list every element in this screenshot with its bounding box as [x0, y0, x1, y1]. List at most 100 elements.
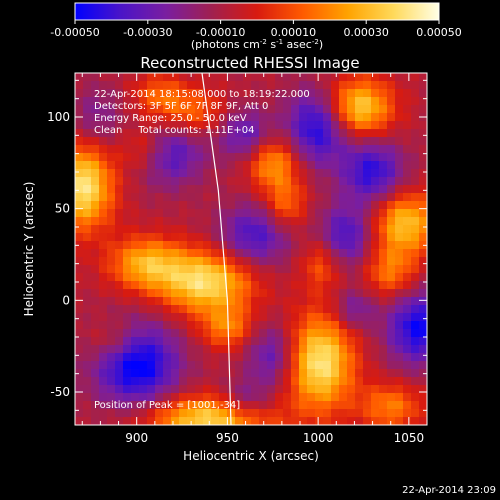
heatmap-cell — [355, 113, 364, 122]
heatmap-cell — [155, 201, 164, 210]
heatmap-cell — [339, 377, 348, 386]
heatmap-cell — [219, 161, 228, 170]
heatmap-cell — [283, 337, 292, 346]
heatmap-cell — [291, 345, 300, 354]
heatmap-cell — [339, 321, 348, 330]
heatmap-cell — [259, 361, 268, 370]
heatmap-cell — [115, 201, 124, 210]
heatmap-cell — [227, 409, 236, 418]
heatmap-cell — [339, 289, 348, 298]
heatmap-cell — [315, 177, 324, 186]
heatmap-cell — [107, 393, 116, 402]
heatmap-cell — [187, 105, 196, 114]
heatmap-cell — [155, 129, 164, 138]
heatmap-cell — [163, 393, 172, 402]
heatmap-cell — [171, 129, 180, 138]
heatmap-cell — [203, 217, 212, 226]
heatmap-cell — [419, 377, 427, 386]
heatmap-cell — [139, 249, 148, 258]
heatmap-cell — [195, 145, 204, 154]
heatmap-cell — [99, 393, 108, 402]
heatmap-cell — [195, 321, 204, 330]
heatmap-cell — [403, 153, 412, 162]
heatmap-cell — [283, 177, 292, 186]
heatmap-cell — [123, 121, 132, 130]
heatmap-cell — [131, 361, 140, 370]
heatmap-cell — [83, 249, 92, 258]
heatmap-cell — [251, 417, 260, 425]
heatmap-cell — [379, 377, 388, 386]
heatmap-cell — [339, 361, 348, 370]
heatmap-cell — [283, 241, 292, 250]
colorbar-tick-label: -0.00050 — [50, 26, 99, 39]
heatmap-cell — [203, 385, 212, 394]
heatmap-cell — [267, 153, 276, 162]
heatmap-cell — [291, 89, 300, 98]
heatmap-cell — [323, 377, 332, 386]
heatmap-cell — [267, 241, 276, 250]
heatmap-cell — [227, 265, 236, 274]
heatmap-cell — [179, 161, 188, 170]
heatmap-cell — [123, 369, 132, 378]
heatmap-cell — [371, 289, 380, 298]
heatmap-cell — [219, 137, 228, 146]
heatmap-cell — [267, 169, 276, 178]
heatmap-cell — [179, 97, 188, 106]
heatmap-cell — [371, 297, 380, 306]
heatmap-cell — [331, 297, 340, 306]
x-tick-label: 1000 — [303, 431, 334, 445]
heatmap-cell — [411, 329, 420, 338]
heatmap-cell — [115, 81, 124, 90]
heatmap-cell — [163, 193, 172, 202]
heatmap-cell — [331, 361, 340, 370]
heatmap-cell — [323, 369, 332, 378]
heatmap-cell — [363, 369, 372, 378]
heatmap-cell — [147, 97, 156, 106]
heatmap-cell — [379, 281, 388, 290]
heatmap-cell — [131, 353, 140, 362]
heatmap-cell — [155, 345, 164, 354]
heatmap-cell — [211, 185, 220, 194]
heatmap-cell — [323, 81, 332, 90]
heatmap-cell — [227, 321, 236, 330]
heatmap-cell — [371, 353, 380, 362]
heatmap-cell — [363, 161, 372, 170]
heatmap-cell — [155, 241, 164, 250]
heatmap-cell — [323, 137, 332, 146]
heatmap-cell — [235, 185, 244, 194]
heatmap-cell — [411, 97, 420, 106]
heatmap-cell — [179, 377, 188, 386]
heatmap-cell — [347, 345, 356, 354]
heatmap-cell — [211, 73, 220, 82]
heatmap-cell — [99, 81, 108, 90]
heatmap-cell — [235, 361, 244, 370]
heatmap-cell — [355, 137, 364, 146]
heatmap-cell — [123, 257, 132, 266]
heatmap-cell — [107, 217, 116, 226]
heatmap-cell — [163, 233, 172, 242]
heatmap-cell — [163, 209, 172, 218]
heatmap-cell — [355, 369, 364, 378]
heatmap-cell — [267, 305, 276, 314]
heatmap-cell — [259, 113, 268, 122]
heatmap-cell — [307, 105, 316, 114]
heatmap-cell — [107, 385, 116, 394]
heatmap-cell — [83, 73, 92, 82]
heatmap-cell — [363, 193, 372, 202]
heatmap-cell — [315, 73, 324, 82]
heatmap-cell — [131, 201, 140, 210]
heatmap-cell — [91, 73, 100, 82]
heatmap-cell — [147, 345, 156, 354]
heatmap-cell — [403, 353, 412, 362]
heatmap-cell — [131, 73, 140, 82]
heatmap-cell — [307, 289, 316, 298]
heatmap-cell — [227, 289, 236, 298]
heatmap-cell — [219, 185, 228, 194]
heatmap-cell — [179, 137, 188, 146]
heatmap-cell — [355, 289, 364, 298]
heatmap-cell — [315, 121, 324, 130]
heatmap-cell — [91, 369, 100, 378]
heatmap-cell — [275, 257, 284, 266]
heatmap-cell — [363, 169, 372, 178]
